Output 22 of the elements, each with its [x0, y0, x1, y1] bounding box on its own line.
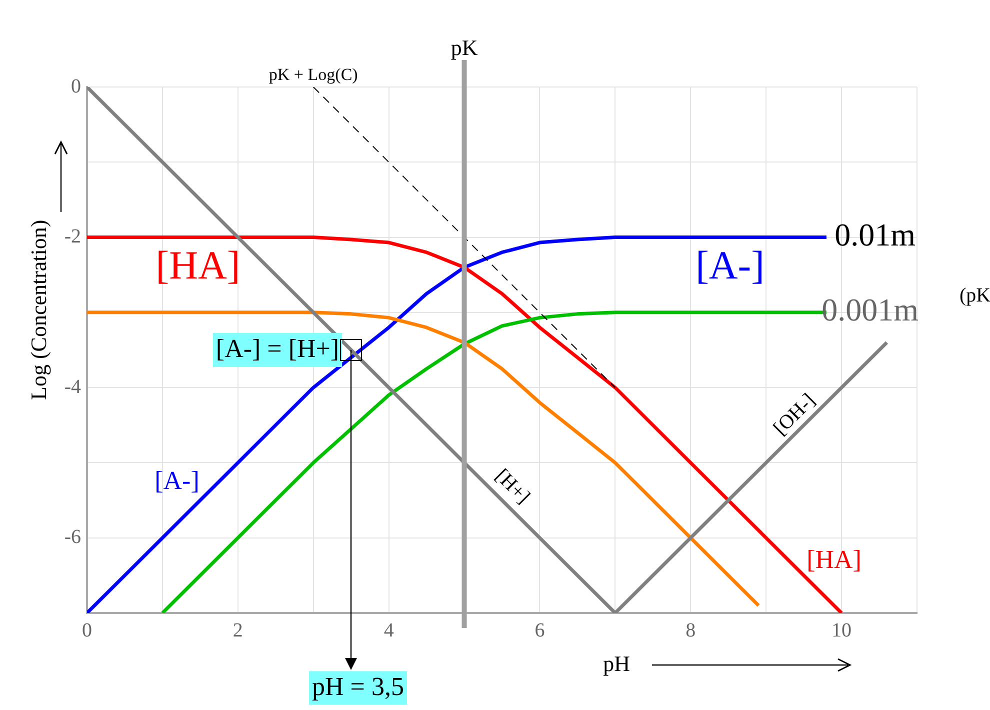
annotation: [A-] — [696, 242, 764, 288]
annotation: pK + Log(C) — [268, 64, 358, 84]
ref-line-label: pK — [450, 34, 478, 60]
text: (pK — [959, 284, 990, 306]
x-tick-label: 8 — [686, 619, 696, 642]
annotation: [A-] = [H+] — [216, 334, 340, 363]
y-tick-label: -6 — [64, 526, 81, 548]
annotation: 0.001m — [822, 291, 919, 328]
y-tick-label: 0 — [71, 75, 81, 98]
annotation: [A-] — [154, 466, 200, 495]
x-tick-label: 4 — [384, 619, 394, 642]
annotation: 0.01m — [834, 216, 916, 252]
text: pH = 3,5 — [312, 672, 404, 701]
x-tick-label: 10 — [832, 619, 852, 642]
x-tick-label: 6 — [534, 619, 545, 642]
x-axis-title: pH — [603, 650, 630, 676]
annotation: [HA] — [806, 544, 862, 574]
y-axis-title: Log (Concentration) — [26, 220, 51, 400]
x-tick-label: 2 — [232, 619, 243, 642]
y-tick-label: -2 — [64, 226, 81, 248]
annotation: [HA] — [156, 242, 240, 288]
y-tick-label: -4 — [64, 376, 81, 398]
